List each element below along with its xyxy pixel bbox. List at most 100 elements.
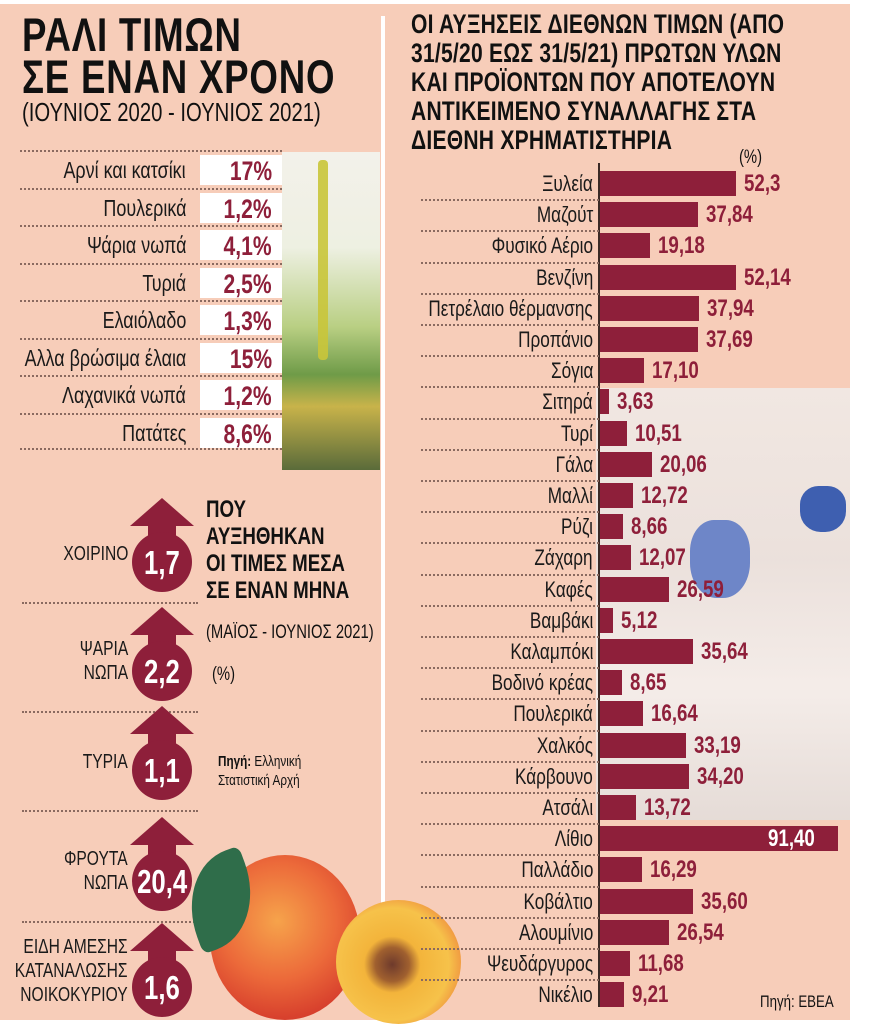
bar-value: 91,40 xyxy=(768,825,815,853)
dotted-divider xyxy=(22,810,198,812)
chart-unit-label: (%) xyxy=(739,147,763,168)
monthly-increase-item: ΧΟΙΡΙΝΟ 1,7 xyxy=(0,498,200,598)
bar xyxy=(600,919,669,945)
dotted-divider xyxy=(22,711,198,713)
olive-oil-photo xyxy=(282,152,380,470)
bar xyxy=(600,389,609,415)
bar xyxy=(600,545,631,571)
bar xyxy=(600,202,698,228)
dotted-divider xyxy=(421,636,599,638)
right-title: ΟΙ ΑΥΞΗΣΕΙΣ ΔΙΕΘΝΩΝ ΤΙΜΩΝ (ΑΠΟ 31/5/20 Ε… xyxy=(411,9,785,155)
dotted-divider xyxy=(421,885,599,888)
annual-price-row: Αρνί και κατσίκι 17% xyxy=(20,150,282,188)
peach-half-illustration xyxy=(336,900,461,1024)
item-label: ΨΑΡΙΑ ΝΩΠΑ xyxy=(79,638,128,684)
bar-value: 10,51 xyxy=(635,419,682,447)
bar-row: Χαλκός 33,19 xyxy=(395,729,845,761)
monthly-period: (ΜΑΪΟΣ - ΙΟΥΝΙΟΣ 2021) xyxy=(206,622,374,643)
dotted-divider xyxy=(421,604,599,607)
bar-row: Ατσάλι 13,72 xyxy=(395,792,845,823)
bar-label: Ατσάλι xyxy=(542,795,593,820)
bar-value: 35,64 xyxy=(701,638,748,665)
bar xyxy=(600,264,736,290)
bar-row: Τυρί 10,51 xyxy=(395,417,845,449)
bar xyxy=(600,171,736,196)
dotted-divider xyxy=(421,511,599,514)
bar-label: Παλλάδιο xyxy=(520,857,593,883)
dotted-divider xyxy=(421,948,599,950)
bar xyxy=(600,888,693,914)
item-value: 15% xyxy=(229,343,272,374)
bar-value: 12,07 xyxy=(639,544,686,572)
bar-value: 20,06 xyxy=(660,450,707,478)
bar-value: 26,59 xyxy=(677,575,724,603)
bar xyxy=(600,233,650,259)
item-label: Πατάτες xyxy=(121,419,186,446)
dotted-divider xyxy=(421,230,599,233)
glove-right xyxy=(800,486,846,532)
item-value: 4,1% xyxy=(223,231,272,261)
bar-label: Σιτηρά xyxy=(542,389,593,415)
dotted-divider xyxy=(421,355,599,358)
bar xyxy=(600,826,838,852)
item-label: Πουλερικά xyxy=(102,194,186,221)
item-label: Ελαιόλαδο xyxy=(102,307,186,333)
bar-value: 8,65 xyxy=(630,669,667,697)
bar-row: Παλλάδιο 16,29 xyxy=(395,854,845,885)
chart-source: Πηγή: ΕΒΕΑ xyxy=(760,992,834,1011)
dotted-divider xyxy=(421,760,599,763)
bar xyxy=(600,670,622,696)
left-subtitle: (ΙΟΥΝΙΟΣ 2020 - ΙΟΥΝΙΟΣ 2021) xyxy=(22,97,321,127)
item-label: Τυριά xyxy=(142,269,186,296)
annual-price-row: Τυριά 2,5% xyxy=(20,262,282,301)
bar-value: 11,68 xyxy=(638,950,684,977)
value-box: 17% xyxy=(200,155,282,186)
item-value: 1,3% xyxy=(223,306,272,336)
bar-row: Καλαμπόκι 35,64 xyxy=(395,636,845,667)
monthly-heading: ΠΟΥ ΑΥΞΗΘΗΚΑΝ ΟΙ ΤΙΜΕΣ ΜΕΣΑ ΣΕ ΕΝΑΝ ΜΗΝΑ xyxy=(206,496,350,604)
bar-value: 5,12 xyxy=(621,606,658,634)
annual-price-row: Πουλερικά 1,2% xyxy=(20,187,282,226)
bar-value: 52,14 xyxy=(744,263,791,291)
bar-row: Μαζούτ 37,84 xyxy=(395,199,845,230)
item-value: 1,7 xyxy=(144,544,180,581)
dotted-divider xyxy=(22,602,198,604)
dotted-divider xyxy=(421,916,599,919)
dotted-divider xyxy=(421,729,599,732)
value-box: 15% xyxy=(200,342,282,374)
bar-value: 12,72 xyxy=(641,482,688,509)
bar xyxy=(600,701,643,727)
bar xyxy=(600,451,652,477)
bar xyxy=(600,420,627,446)
item-value: 2,5% xyxy=(223,268,272,299)
dotted-divider xyxy=(421,292,599,295)
dotted-divider xyxy=(421,199,599,202)
bar-row: Μαλλί 12,72 xyxy=(395,480,845,511)
bar-row: Καφές 26,59 xyxy=(395,573,845,605)
item-label: Αρνί και κατσίκι xyxy=(63,157,186,183)
left-title: ΡΑΛΙ ΤΙΜΩΝ ΣΕ ΕΝΑΝ ΧΡΟΝΟ xyxy=(22,8,336,103)
dotted-divider xyxy=(421,448,599,451)
annual-price-row: Λαχανικά νωπά 1,2% xyxy=(20,375,282,413)
bar-row: Γάλα 20,06 xyxy=(395,448,845,480)
value-box: 1,2% xyxy=(200,192,282,224)
bar-value: 34,20 xyxy=(697,762,744,790)
item-value: 20,4 xyxy=(137,863,188,900)
bar xyxy=(600,951,630,976)
bar-label: Πουλερικά xyxy=(513,701,593,727)
bar-label: Κάρβουνο xyxy=(515,763,593,789)
item-label: ΦΡΟΥΤΑ ΝΩΠΑ xyxy=(64,848,128,894)
bar xyxy=(600,295,699,321)
bar-label: Γάλα xyxy=(555,451,593,477)
item-value: 1,1 xyxy=(144,752,180,789)
item-label: ΤΥΡΙΑ xyxy=(82,751,128,773)
dotted-divider xyxy=(421,386,599,389)
bar-value: 26,54 xyxy=(677,918,724,946)
item-label: Ψάρια νωπά xyxy=(86,232,186,258)
item-label: ΧΟΙΡΙΝΟ xyxy=(62,543,128,565)
bar-value: 37,94 xyxy=(707,294,754,322)
bar-row: Ψευδάργυρος 11,68 xyxy=(395,948,845,979)
bar xyxy=(600,607,613,633)
bar xyxy=(600,795,636,820)
item-label: Αλλα βρώσιμα έλαια xyxy=(24,344,186,371)
